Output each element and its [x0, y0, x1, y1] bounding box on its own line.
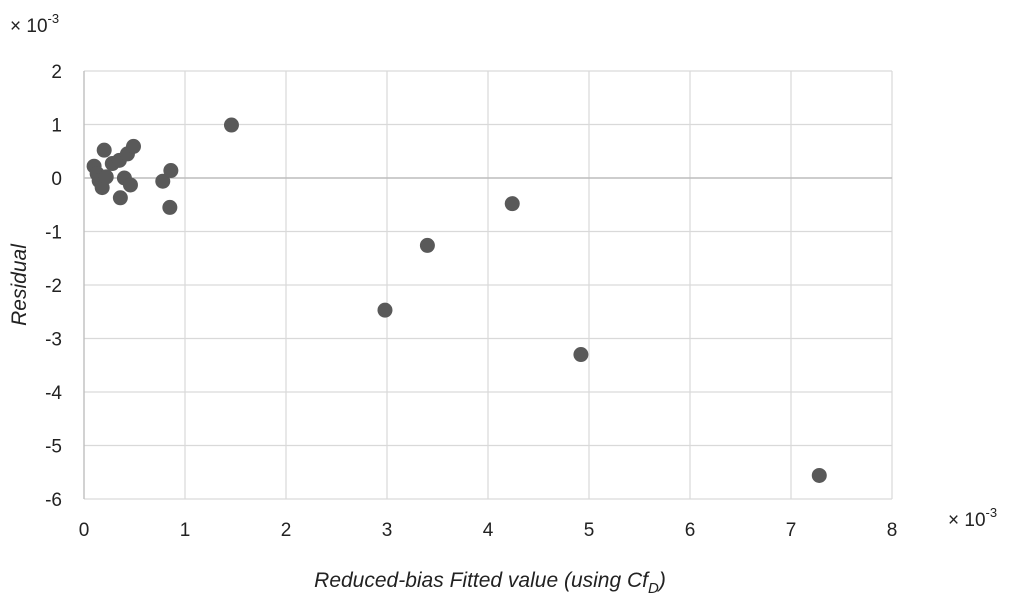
data-point: [112, 190, 128, 206]
data-point: [163, 163, 179, 179]
data-point: [155, 173, 171, 189]
y-tick-label: -1: [45, 223, 62, 244]
y-tick-label: -6: [45, 490, 62, 511]
y-tick-label: 2: [51, 62, 62, 83]
x-axis-multiplier: × 10-3: [948, 505, 997, 531]
grid-lines: [84, 70, 893, 500]
x-tick-label: 4: [483, 520, 494, 541]
y-tick-label: -2: [45, 276, 62, 297]
axes: [83, 71, 892, 499]
data-point: [811, 467, 827, 483]
data-point: [419, 237, 435, 253]
y-tick-label: 0: [51, 169, 62, 190]
y-tick-label: -5: [45, 437, 62, 458]
y-axis-multiplier: × 10-3: [10, 11, 59, 37]
y-axis-title: Residual: [8, 243, 31, 326]
x-tick-label: 2: [281, 520, 292, 541]
data-point: [96, 142, 112, 158]
y-tick-label: -4: [45, 383, 62, 404]
x-tick-labels: 0 1 2 3 4 5 6 7 8: [79, 520, 898, 541]
data-point: [223, 117, 239, 133]
y-tick-label: -3: [45, 330, 62, 351]
data-point: [377, 302, 393, 318]
data-points: [86, 117, 827, 483]
data-point: [125, 138, 141, 154]
x-tick-label: 8: [887, 520, 898, 541]
data-point: [122, 177, 138, 193]
data-point: [98, 169, 114, 185]
data-point: [573, 347, 589, 363]
y-tick-labels: 2 1 0 -1 -2 -3 -4 -5 -6: [45, 62, 62, 511]
x-tick-label: 6: [685, 520, 696, 541]
x-tick-label: 5: [584, 520, 595, 541]
data-point: [504, 196, 520, 212]
x-axis-title: Reduced-bias Fitted value (using CfD): [314, 569, 666, 597]
x-tick-label: 1: [180, 520, 191, 541]
x-tick-label: 3: [382, 520, 393, 541]
x-tick-label: 7: [786, 520, 797, 541]
y-tick-label: 1: [51, 116, 62, 137]
x-tick-label: 0: [79, 520, 90, 541]
data-point: [162, 199, 178, 215]
